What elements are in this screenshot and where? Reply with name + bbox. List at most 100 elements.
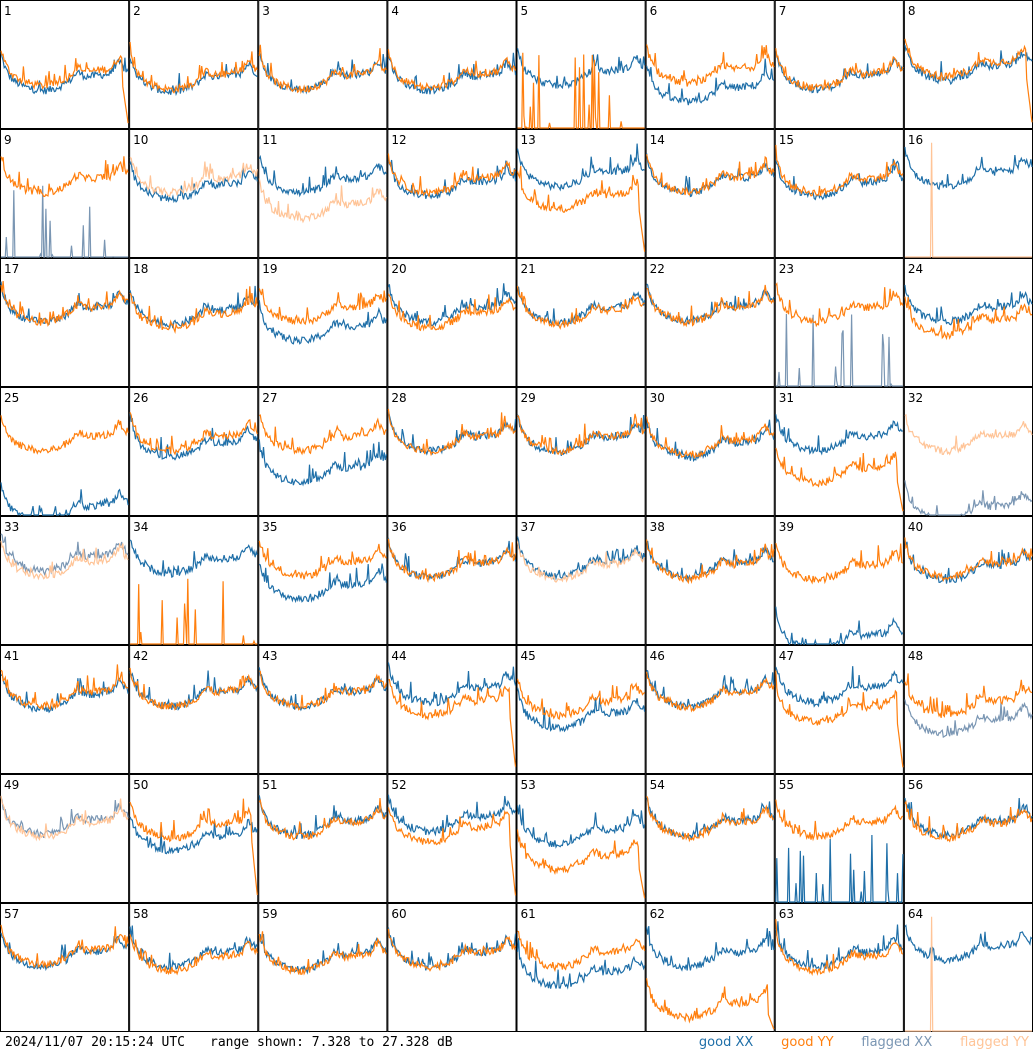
tile-panel-26: 26	[129, 387, 259, 516]
panel-label: 54	[650, 778, 665, 792]
panel-frame	[0, 258, 130, 387]
tile-panel-22: 22	[645, 258, 775, 387]
panel-frame	[0, 774, 130, 903]
series-line-xx	[0, 482, 129, 517]
tile-panel-13: 13	[516, 129, 646, 258]
tile-panel-39: 39	[774, 516, 904, 646]
tile-panel-51: 51	[258, 774, 388, 903]
panel-frame	[129, 774, 259, 903]
panel-label: 57	[4, 907, 19, 921]
tile-panel-33: 33	[0, 516, 130, 645]
legend-good-yy: good YY	[781, 1035, 834, 1050]
panel-frame	[774, 774, 904, 903]
panel-frame	[645, 129, 775, 258]
panel-label: 56	[908, 778, 923, 792]
tile-panel-5: 5	[516, 0, 646, 130]
series-line-yy	[904, 673, 1033, 718]
tile-panel-30: 30	[645, 387, 775, 516]
series-line-yy	[904, 142, 1032, 258]
series-line-yy	[517, 52, 645, 130]
series-line-xx	[129, 161, 258, 204]
panel-frame	[903, 0, 1033, 129]
panel-label: 45	[521, 649, 536, 663]
series-line-yy	[129, 798, 258, 896]
tile-panel-35: 35	[258, 516, 388, 645]
series-line-yy	[258, 288, 387, 326]
series-line-yy	[775, 48, 904, 92]
panel-frame	[258, 903, 388, 1032]
tile-panel-2: 2	[129, 0, 259, 129]
panel-label: 22	[650, 262, 665, 276]
tile-panel-11: 11	[258, 129, 388, 258]
panel-frame	[0, 129, 130, 258]
series-line-yy	[388, 678, 517, 767]
series-line-yy	[129, 41, 258, 94]
panel-frame	[903, 516, 1033, 645]
series-line-yy	[646, 795, 775, 843]
series-line-yy	[258, 178, 387, 224]
tile-panel-60: 60	[387, 903, 517, 1032]
tile-panel-34: 34	[129, 516, 259, 645]
panel-label: 46	[650, 649, 665, 663]
series-line-xx	[517, 414, 646, 456]
series-line-yy	[129, 667, 258, 711]
series-line-xx	[129, 58, 258, 97]
panel-frame	[129, 903, 259, 1032]
series-line-yy	[0, 795, 129, 842]
tile-panel-8: 8	[903, 0, 1033, 129]
tile-panel-9: 9	[0, 129, 130, 260]
series-line-yy	[646, 416, 775, 459]
tile-panel-56: 56	[903, 774, 1033, 903]
series-line-xx	[387, 794, 517, 837]
series-line-yy	[129, 412, 258, 456]
panel-frame	[387, 516, 517, 645]
panel-label: 11	[262, 133, 277, 147]
tile-panel-16: 16	[903, 129, 1033, 258]
panel-label: 9	[4, 133, 12, 147]
legend-flagged-yy: flagged YY	[960, 1035, 1029, 1050]
panel-label: 50	[133, 778, 148, 792]
panel-frame	[258, 516, 388, 645]
panel-label: 47	[779, 649, 794, 663]
tile-panel-6: 6	[645, 0, 775, 129]
tile-panel-20: 20	[387, 258, 517, 387]
tile-panel-15: 15	[774, 129, 904, 258]
series-line-xx	[775, 606, 904, 646]
series-line-yy	[775, 670, 904, 768]
panel-label: 30	[650, 391, 665, 405]
panel-frame	[774, 516, 904, 645]
panel-label: 25	[4, 391, 19, 405]
panel-frame	[516, 516, 646, 645]
series-line-xx	[516, 143, 645, 192]
legend-flagged-xx: flagged XX	[861, 1035, 933, 1050]
series-line-xx	[516, 687, 646, 733]
panel-label: 23	[779, 262, 794, 276]
panel-frame	[0, 645, 130, 774]
series-line-xx	[258, 563, 387, 604]
tile-panel-37: 37	[516, 516, 646, 645]
series-line-yy	[130, 578, 258, 645]
panel-frame	[387, 129, 517, 258]
series-line-yy	[259, 670, 387, 711]
panel-label: 34	[133, 520, 148, 534]
panel-frame	[387, 387, 517, 516]
series-line-yy	[258, 931, 387, 976]
panel-label: 13	[521, 133, 536, 147]
series-line-yy	[646, 44, 775, 87]
tile-panel-4: 4	[387, 0, 517, 129]
panel-frame	[774, 645, 904, 774]
series-line-yy	[387, 293, 516, 332]
panel-frame	[903, 387, 1033, 516]
tile-panel-50: 50	[129, 774, 259, 903]
panel-frame	[516, 0, 646, 129]
panel-frame	[387, 0, 517, 129]
panel-frame	[903, 129, 1033, 258]
panel-frame	[258, 774, 388, 903]
tile-panel-32: 32	[903, 387, 1033, 516]
panel-label: 63	[779, 907, 794, 921]
series-line-yy	[904, 537, 1033, 582]
tile-panel-48: 48	[903, 645, 1033, 774]
tile-panel-47: 47	[774, 645, 904, 774]
panel-frame	[387, 774, 517, 903]
panel-label: 41	[4, 649, 19, 663]
